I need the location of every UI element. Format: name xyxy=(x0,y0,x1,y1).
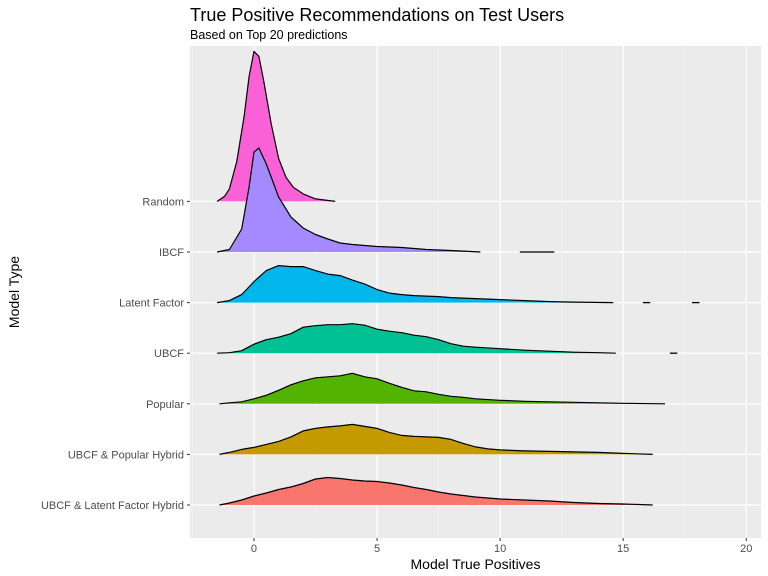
y-tick-label: UBCF & Popular Hybrid xyxy=(68,449,184,461)
ridges xyxy=(216,50,700,506)
x-tick-label: 10 xyxy=(494,543,506,555)
y-tick-label: IBCF xyxy=(159,247,184,259)
y-axis-title: Model Type xyxy=(6,256,22,328)
x-axis: 0 5 10 15 20 xyxy=(251,538,752,555)
x-tick-label: 20 xyxy=(740,543,752,555)
x-axis-title: Model True Positives xyxy=(411,556,541,572)
y-tick-label: UBCF xyxy=(154,348,184,360)
ridge-fill-ibcf xyxy=(217,148,481,252)
y-tick-label: UBCF & Latent Factor Hybrid xyxy=(41,500,184,512)
ridge-line-random xyxy=(216,50,336,202)
y-tick-label: Latent Factor xyxy=(119,298,184,310)
ridge-line-ubcf-popular-hybrid xyxy=(219,423,653,455)
x-tick-label: 0 xyxy=(251,543,257,555)
ridge-fill-ubcf xyxy=(217,323,616,354)
ridge-line-ubcf xyxy=(217,323,616,354)
ridge-fill-ubcf-latent-factor-hybrid xyxy=(219,477,653,505)
ridge-line-ibcf xyxy=(216,147,481,253)
chart-title: True Positive Recommendations on Test Us… xyxy=(190,5,564,25)
y-tick-label: Popular xyxy=(146,399,184,411)
y-tick-label: Random xyxy=(142,196,184,208)
ridge-line-latent-factor xyxy=(217,265,614,304)
x-tick-label: 15 xyxy=(617,543,629,555)
ridge-fill-latent-factor xyxy=(217,265,614,303)
y-axis: UBCF & Latent Factor Hybrid UBCF & Popula… xyxy=(41,196,190,512)
chart-subtitle: Based on Top 20 predictions xyxy=(190,28,348,42)
ridge-line-ubcf-latent-factor-hybrid xyxy=(219,476,653,506)
ridge-fill-random xyxy=(217,51,336,202)
x-tick-label: 5 xyxy=(374,543,380,555)
ridge-fill-ubcf-popular-hybrid xyxy=(219,424,653,455)
ridge-line-popular xyxy=(219,372,666,405)
ridge-fill-popular xyxy=(219,373,665,404)
